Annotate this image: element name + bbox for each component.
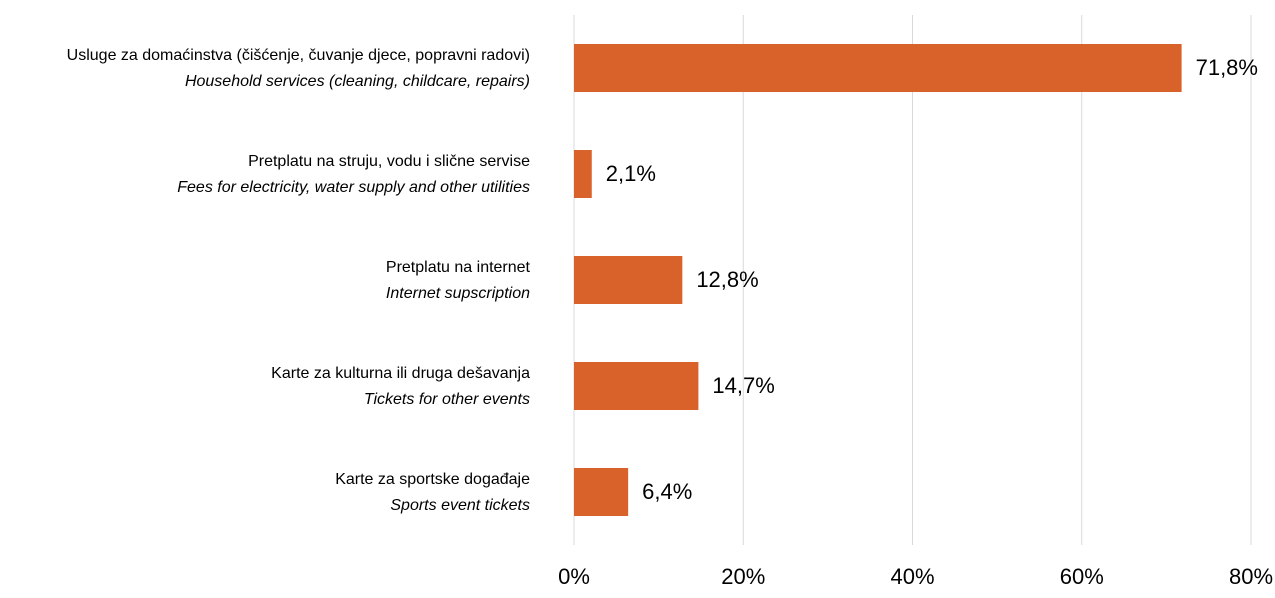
value-label: 71,8% <box>1196 55 1258 80</box>
x-tick-label: 20% <box>721 564 765 589</box>
category-label: Pretplatu na struju, vodu i slične servi… <box>248 153 530 170</box>
value-label: 6,4% <box>642 479 692 504</box>
x-tick-label: 80% <box>1229 564 1273 589</box>
value-label: 14,7% <box>712 373 774 398</box>
bar <box>574 362 699 410</box>
category-translation: Sports event tickets <box>390 497 530 514</box>
bar <box>574 44 1182 92</box>
bar <box>574 256 683 304</box>
category-label: Usluge za domaćinstva (čišćenje, čuvanje… <box>67 47 530 64</box>
x-tick-label: 40% <box>890 564 934 589</box>
bar <box>574 468 629 516</box>
value-label: 2,1% <box>606 161 656 186</box>
x-tick-label: 60% <box>1060 564 1104 589</box>
category-label: Karte za sportske događaje <box>335 471 530 488</box>
category-translation: Household services (cleaning, childcare,… <box>185 73 530 90</box>
category-translation: Fees for electricity, water supply and o… <box>177 179 530 196</box>
x-tick-label: 0% <box>558 564 590 589</box>
value-label: 12,8% <box>696 267 758 292</box>
category-label: Pretplatu na internet <box>386 259 531 276</box>
category-label: Karte za kulturna ili druga dešavanja <box>271 365 530 382</box>
category-translation: Tickets for other events <box>364 391 530 408</box>
category-translation: Internet supscription <box>386 285 530 302</box>
bar <box>574 150 592 198</box>
